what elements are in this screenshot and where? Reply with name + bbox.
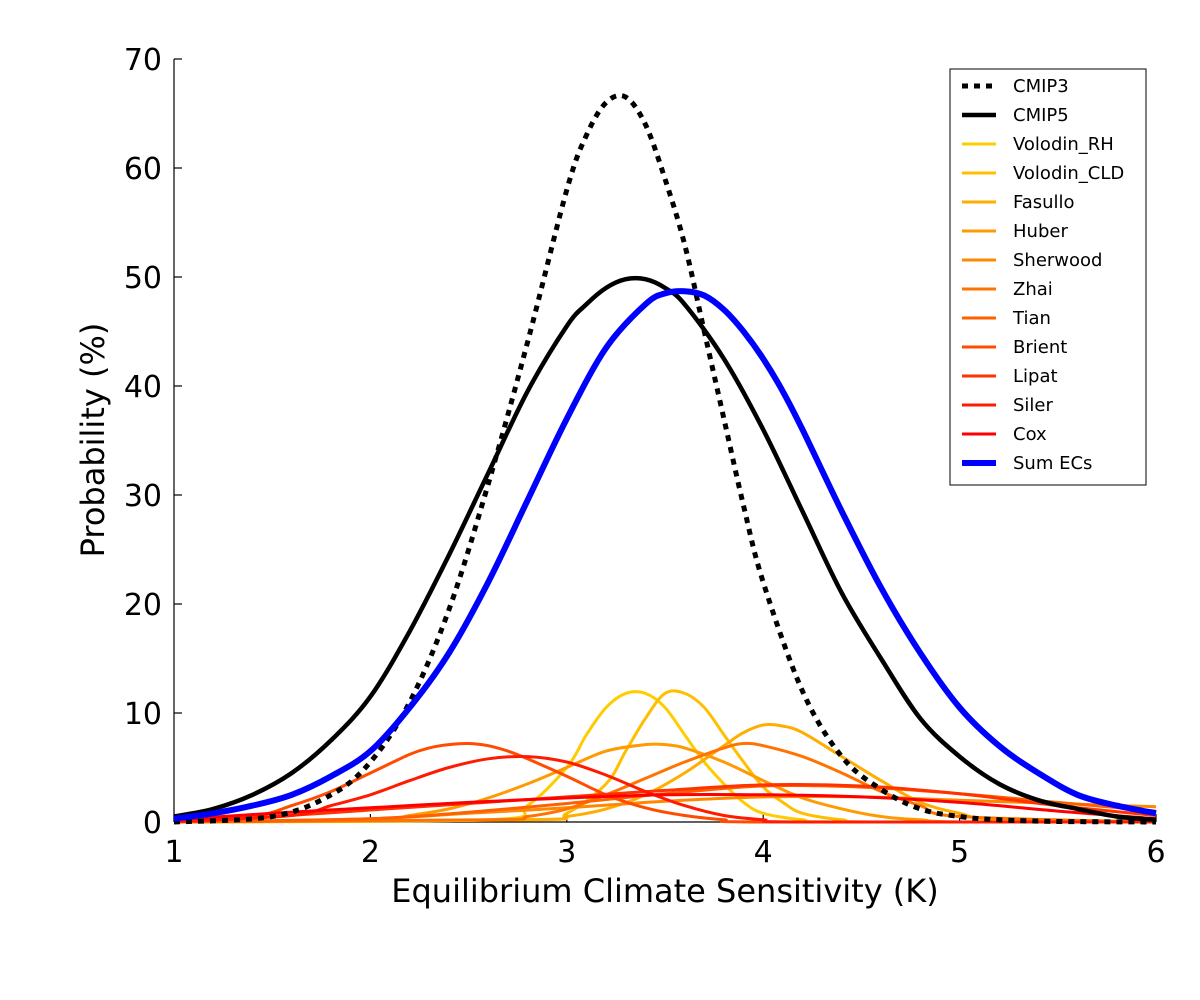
legend-label-lipat: Lipat [1013,366,1058,387]
series-line-zhai [173,741,1157,824]
series-line-sum-ecs [173,288,1157,822]
x-tick-label: 6 [1146,835,1165,870]
y-tick-label: 0 [143,806,162,841]
legend-label-cmip3: CMIP3 [1013,76,1069,97]
legend-label-zhai: Zhai [1013,279,1053,300]
x-tick-label: 1 [164,835,183,870]
series-line-lipat [173,783,1157,824]
legend-label-huber: Huber [1013,221,1068,242]
y-tick-label: 60 [124,152,162,187]
legend: CMIP3 CMIP5 Volodin_RH Volodin_CLD Fasullo Hu… [949,68,1147,486]
y-tick-label: 50 [124,261,162,296]
y-tick-label: 30 [124,479,162,514]
series-line-cmip5 [173,275,1157,823]
x-tick-label: 4 [754,835,773,870]
x-tick-label: 3 [557,835,576,870]
legend-label-siler: Siler [1013,395,1054,416]
y-axis-label: Probability (%) [74,323,112,558]
x-tick-label: 5 [950,835,969,870]
series-line-huber [173,742,1156,824]
series-lines [173,93,1157,825]
y-tick-label: 10 [124,697,162,732]
legend-label-tian: Tian [1012,308,1051,329]
y-tick-label: 20 [124,588,162,623]
series-line-brient [173,741,1156,824]
legend-label-volodin-rh: Volodin_RH [1013,134,1114,155]
legend-label-sum-ecs: Sum ECs [1013,453,1092,474]
legend-label-sherwood: Sherwood [1013,250,1102,271]
series-line-cmip3 [173,93,1157,825]
series-line-cox [173,792,1157,822]
legend-label-volodin-cld: Volodin_CLD [1013,163,1124,184]
y-tick-label: 70 [124,43,162,78]
x-axis-label: Equilibrium Climate Sensitivity (K) [391,872,939,910]
legend-label-brient: Brient [1013,337,1067,358]
series-line-siler [173,754,1156,824]
legend-label-cox: Cox [1013,424,1047,445]
legend-label-fasullo: Fasullo [1013,192,1075,213]
legend-label-cmip5: CMIP5 [1013,105,1069,126]
x-tick-label: 2 [361,835,380,870]
series-line-fasullo [173,723,1157,824]
legend-box [949,68,1147,486]
y-tick-label: 40 [124,370,162,405]
